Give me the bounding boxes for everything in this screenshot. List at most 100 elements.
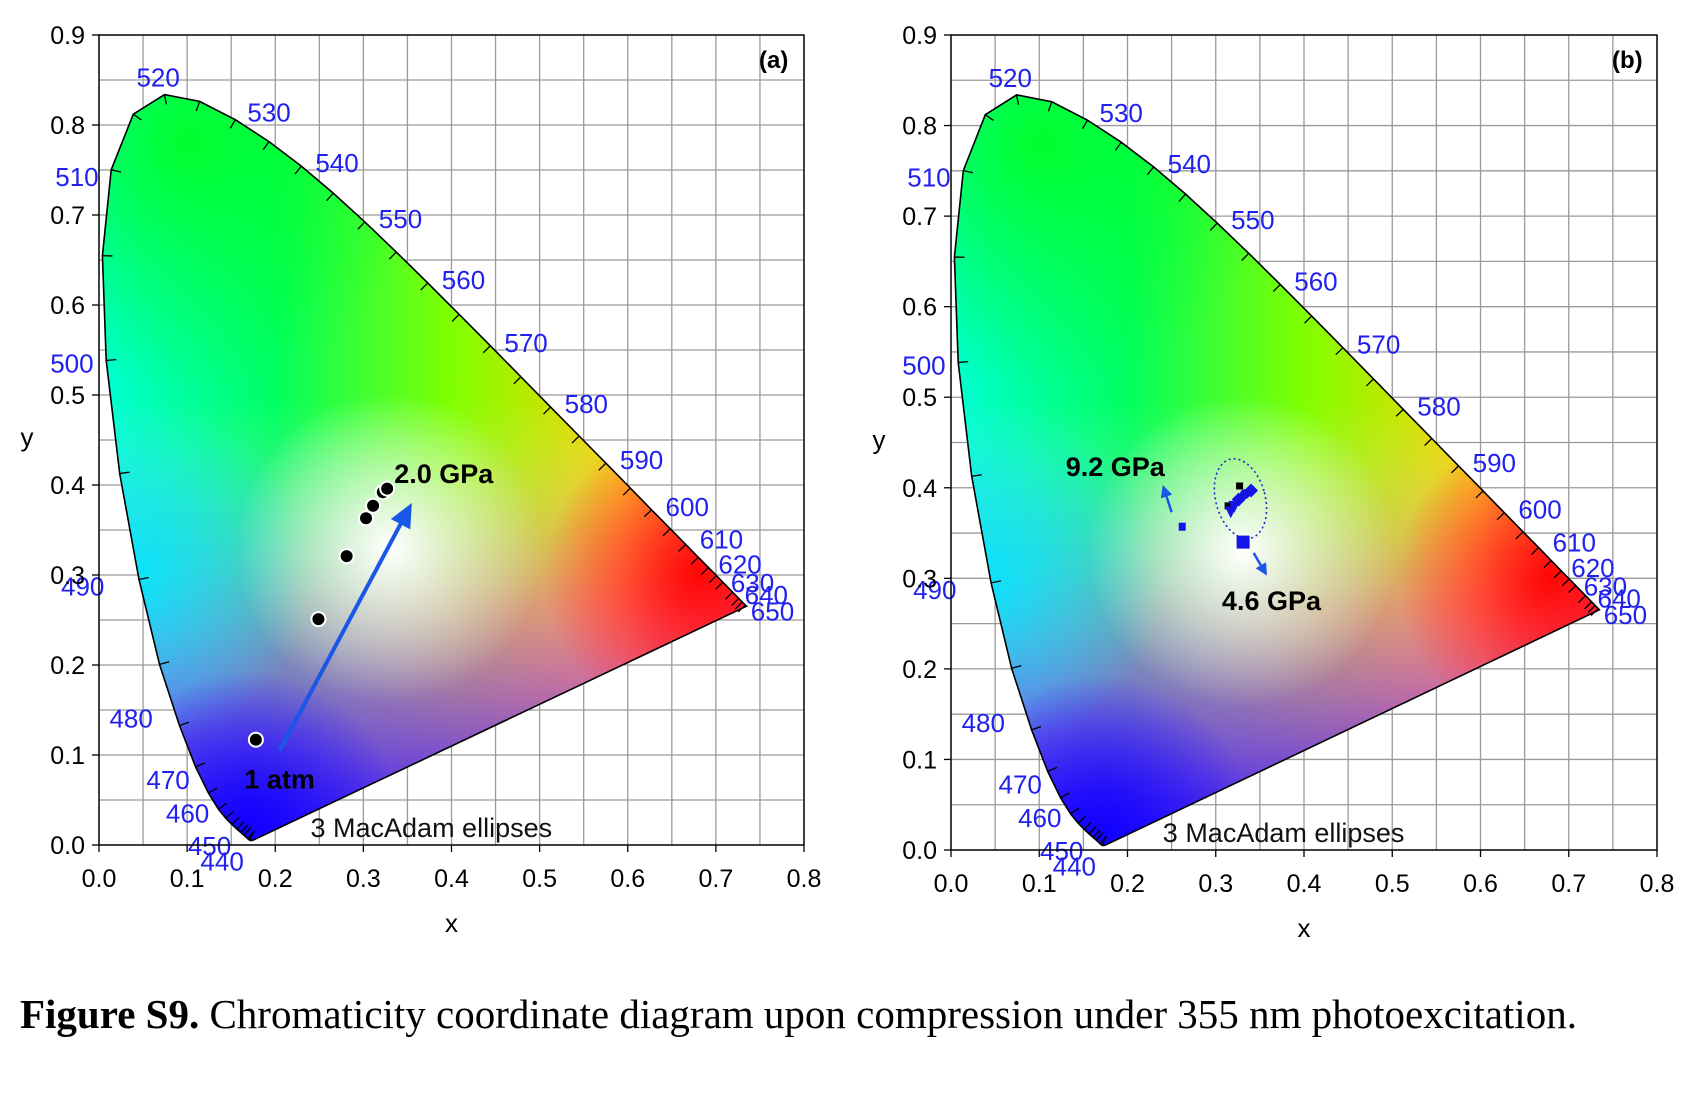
locus-tick bbox=[243, 827, 252, 836]
locus-tick bbox=[1047, 766, 1058, 772]
wavelength-label: 610 bbox=[1553, 528, 1596, 558]
locus-tick bbox=[1083, 821, 1092, 830]
locus-tick bbox=[1095, 832, 1104, 841]
wavelength-label: 550 bbox=[379, 204, 422, 234]
wavelength-label: 620 bbox=[1571, 553, 1614, 583]
data-point bbox=[1236, 482, 1244, 490]
locus-tick bbox=[737, 604, 746, 613]
locus-tick bbox=[1561, 578, 1570, 587]
panel-label: (a) bbox=[759, 47, 788, 74]
x-tick-label: 0.3 bbox=[1198, 870, 1233, 898]
locus-tick bbox=[132, 113, 142, 121]
locus-tick bbox=[1395, 408, 1404, 417]
annotation-label: 2.0 GPa bbox=[394, 459, 494, 489]
wavelength-label: 600 bbox=[666, 492, 709, 522]
locus-tick bbox=[247, 830, 255, 840]
locus-tick bbox=[984, 114, 994, 121]
data-points bbox=[1178, 482, 1259, 549]
x-tick-label: 0.5 bbox=[522, 865, 557, 893]
wavelength-label: 460 bbox=[166, 798, 209, 828]
data-point bbox=[358, 510, 375, 527]
locus-tick bbox=[236, 821, 245, 830]
arrows bbox=[277, 503, 412, 752]
y-axis-title: y bbox=[21, 422, 34, 452]
wavelength-label: 470 bbox=[999, 770, 1042, 800]
x-tick-label: 0.3 bbox=[346, 865, 381, 893]
wavelength-label: 440 bbox=[200, 847, 243, 877]
locus-tick bbox=[195, 101, 201, 112]
wavelength-label: 480 bbox=[962, 708, 1005, 738]
locus-tick bbox=[1209, 222, 1218, 231]
locus-tick bbox=[622, 487, 631, 496]
y-tick-label: 0.9 bbox=[50, 22, 85, 50]
locus-tick bbox=[231, 816, 240, 826]
y-tick-label: 0.6 bbox=[902, 294, 937, 322]
locus-tick bbox=[1530, 547, 1540, 556]
locus-tick bbox=[218, 802, 227, 810]
x-tick-label: 0.0 bbox=[82, 865, 117, 893]
locus-tick bbox=[179, 721, 190, 727]
locus-tick bbox=[1015, 94, 1020, 105]
locus-tick bbox=[1070, 807, 1080, 815]
wavelength-label: 450 bbox=[188, 831, 231, 861]
y-tick-label: 0.2 bbox=[902, 656, 937, 684]
arrow-head bbox=[1160, 485, 1173, 499]
data-point bbox=[1236, 535, 1250, 549]
wavelength-label: 520 bbox=[989, 63, 1032, 93]
locus-tick bbox=[1011, 664, 1022, 669]
wavelength-label: 540 bbox=[315, 148, 358, 178]
x-tick-label: 0.4 bbox=[1287, 870, 1322, 898]
wavelength-label: 640 bbox=[745, 580, 788, 610]
locus-tick bbox=[513, 376, 522, 385]
data-point bbox=[379, 480, 396, 497]
locus-tick bbox=[643, 509, 652, 518]
wavelength-label: 500 bbox=[50, 348, 93, 378]
wavelength-label: 620 bbox=[718, 550, 761, 580]
locus-tick bbox=[240, 824, 249, 834]
y-tick-label: 0.7 bbox=[50, 202, 85, 230]
wavelength-label: 530 bbox=[1100, 98, 1143, 128]
locus-tick bbox=[1031, 725, 1042, 731]
wavelength-label: 630 bbox=[731, 568, 774, 598]
spectral-locus bbox=[953, 94, 1601, 847]
locus-tick bbox=[715, 581, 724, 590]
locus-tick bbox=[225, 811, 234, 819]
locus-tick bbox=[262, 141, 270, 151]
locus-ticks bbox=[954, 94, 1599, 846]
wavelength-label: 650 bbox=[1604, 600, 1647, 630]
locus-tick bbox=[451, 313, 460, 322]
y-tick-label: 0.1 bbox=[50, 742, 85, 770]
data-point bbox=[1244, 483, 1259, 498]
locus-tick bbox=[1092, 829, 1101, 838]
locus-tick bbox=[1272, 284, 1281, 293]
y-tick-label: 0.0 bbox=[902, 837, 937, 865]
locus-tick bbox=[708, 575, 717, 584]
wavelength-label: 450 bbox=[1040, 836, 1083, 866]
y-axis-title: y bbox=[873, 425, 886, 455]
y-tick-label: 0.9 bbox=[902, 22, 937, 50]
locus-tick bbox=[163, 94, 168, 105]
locus-ticks bbox=[102, 94, 746, 841]
x-tick-label: 0.6 bbox=[610, 865, 645, 893]
x-tick-label: 0.1 bbox=[170, 865, 205, 893]
locus-tick bbox=[1475, 490, 1484, 499]
wavelength-label: 570 bbox=[1357, 330, 1400, 360]
y-tick-label: 0.4 bbox=[902, 475, 937, 503]
locus-tick bbox=[731, 597, 740, 606]
x-tick-label: 0.7 bbox=[698, 865, 733, 893]
arrows bbox=[1160, 485, 1267, 576]
locus-tick bbox=[1515, 531, 1524, 540]
y-tick-label: 0.3 bbox=[902, 565, 937, 593]
locus-tick bbox=[326, 192, 334, 202]
locus-tick bbox=[106, 359, 117, 362]
locus-tick bbox=[138, 576, 149, 581]
arrow-shaft bbox=[1252, 552, 1264, 568]
locus-tick bbox=[1081, 119, 1089, 130]
wavelength-label: 540 bbox=[1168, 149, 1211, 179]
figure-caption: Figure S9. Chromaticity coordinate diagr… bbox=[20, 983, 1672, 1045]
locus-tick bbox=[229, 119, 236, 129]
data-point bbox=[310, 611, 327, 628]
arrow-head bbox=[390, 503, 412, 530]
locus-tick bbox=[111, 169, 122, 173]
